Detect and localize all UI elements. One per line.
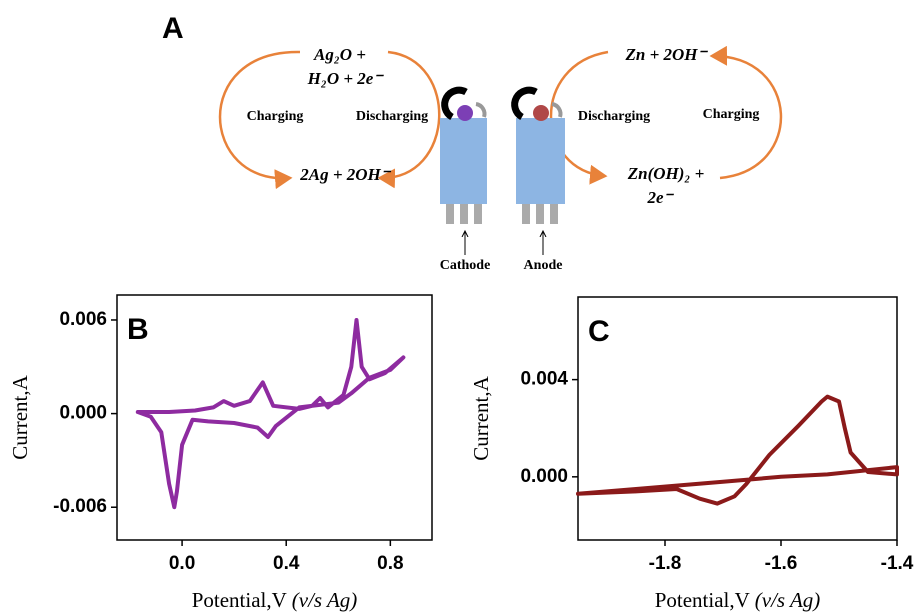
chart: -0.006 0.000 0.006 0.0 0.4 0.8 B Current,A Poten… — [8, 294, 433, 612]
diagram: A Ag₂O + H₂O + 2e⁻ 2Ag + 2OH⁻ Charging D… — [162, 12, 783, 273]
cathode-device — [440, 86, 487, 255]
panel-letter: A — [162, 12, 184, 45]
y-axis-label: Current,A — [469, 375, 493, 460]
y-tick-label: 0.000 — [59, 403, 107, 424]
x-axis-label-unit: (v/s Ag) — [292, 588, 358, 612]
y-axis-label: Current,A — [8, 374, 32, 459]
process-label: Discharging — [578, 109, 650, 124]
x-axis-label: Potential,V (v/s Ag) — [192, 588, 358, 612]
x-tick-label: -1.8 — [649, 553, 682, 574]
arrow — [218, 50, 301, 190]
reaction-text: Zn(OH)₂ + — [627, 164, 705, 183]
reaction-text: Zn + 2OH⁻ — [625, 45, 709, 64]
arrow — [709, 45, 783, 180]
arrow — [377, 50, 441, 189]
y-tick-label: 0.004 — [520, 369, 568, 390]
x-axis-label-text: Potential,V — [655, 588, 750, 612]
x-axis-label: Potential,V (v/s Ag) — [655, 588, 821, 612]
x-tick-label: 0.0 — [169, 553, 195, 574]
x-tick-label: -1.4 — [881, 553, 914, 574]
reaction-text: Ag₂O + — [313, 45, 366, 64]
x-tick-label: 0.4 — [273, 553, 300, 574]
process-label: Charging — [247, 109, 304, 124]
reaction-text: H₂O + 2e⁻ — [307, 69, 385, 88]
panel-letter: C — [588, 315, 610, 348]
reaction-text: 2e⁻ — [646, 188, 674, 207]
anode-device — [511, 86, 565, 255]
y-tick-label: -0.006 — [53, 496, 107, 517]
y-tick-label: 0.006 — [59, 309, 107, 330]
chart: 0.000 0.004 -1.8 -1.6 -1.4 C Current,A Potentia… — [469, 296, 914, 612]
data-line — [135, 318, 406, 510]
device-label: Cathode — [440, 258, 491, 273]
panel-letter: B — [127, 313, 149, 346]
x-axis-label-unit: (v/s Ag) — [755, 588, 821, 612]
x-tick-label: 0.8 — [377, 553, 403, 574]
data-line — [576, 394, 899, 506]
device-label: Anode — [524, 258, 563, 273]
process-label: Discharging — [356, 109, 428, 124]
x-tick-label: -1.6 — [765, 553, 798, 574]
plot-frame — [577, 296, 898, 541]
plot-frame — [116, 294, 433, 541]
arrow — [549, 50, 609, 185]
process-label: Charging — [703, 107, 760, 122]
y-tick-label: 0.000 — [520, 466, 568, 487]
reaction-text: 2Ag + 2OH⁻ — [299, 165, 392, 184]
x-axis-label-text: Potential,V — [192, 588, 287, 612]
